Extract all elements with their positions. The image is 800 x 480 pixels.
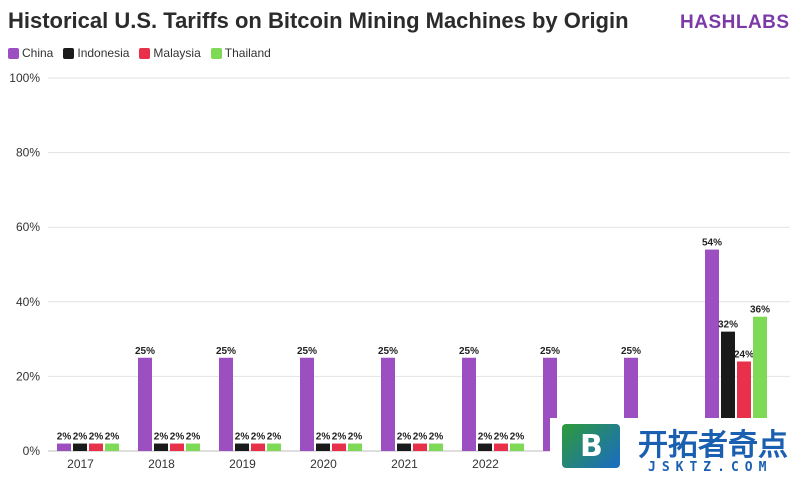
y-tick-label: 40% — [16, 295, 40, 309]
data-label: 2% — [494, 432, 509, 443]
bar-malaysia — [89, 443, 103, 451]
bar-china — [138, 357, 152, 451]
watermark-text: 开拓者奇点 — [638, 428, 788, 463]
y-tick-label: 0% — [23, 444, 41, 458]
bar-thailand — [348, 443, 362, 451]
bar-indonesia — [235, 443, 249, 451]
legend-item-china[interactable]: China — [8, 46, 53, 60]
bar-indonesia — [397, 443, 411, 451]
legend-swatch-malaysia — [139, 47, 151, 59]
bar-china — [300, 357, 314, 451]
watermark-subtext: JSKTZ.COM — [648, 460, 773, 475]
data-label: 2% — [73, 432, 88, 443]
x-tick-label: 2017 — [67, 457, 94, 471]
y-tick-label: 20% — [16, 369, 40, 383]
data-label: 2% — [57, 432, 72, 443]
data-label: 24% — [734, 349, 754, 360]
data-label: 2% — [105, 432, 120, 443]
bar-malaysia — [413, 443, 427, 451]
data-label: 25% — [540, 346, 560, 357]
bar-thailand — [753, 316, 767, 451]
legend-swatch-china — [8, 47, 19, 59]
watermark-logo-icon: B — [562, 424, 620, 468]
data-label: 2% — [429, 432, 444, 443]
data-label: 2% — [170, 432, 185, 443]
data-label: 2% — [397, 432, 412, 443]
bar-indonesia — [316, 443, 330, 451]
data-label: 2% — [251, 432, 266, 443]
chart-title: Historical U.S. Tariffs on Bitcoin Minin… — [8, 8, 629, 33]
data-label: 2% — [186, 432, 201, 443]
data-label: 2% — [154, 432, 169, 443]
bar-china — [219, 357, 233, 451]
data-label: 2% — [235, 432, 250, 443]
x-tick-label: 2020 — [310, 457, 337, 471]
bar-thailand — [186, 443, 200, 451]
data-label: 2% — [89, 432, 104, 443]
bar-thailand — [510, 443, 524, 451]
bar-indonesia — [478, 443, 492, 451]
x-tick-label: 2019 — [229, 457, 256, 471]
legend-swatch-indonesia — [63, 47, 75, 59]
bar-thailand — [429, 443, 443, 451]
x-tick-label: 2018 — [148, 457, 175, 471]
data-label: 25% — [135, 346, 155, 357]
bar-malaysia — [170, 443, 184, 451]
legend-item-indonesia[interactable]: Indonesia — [63, 46, 129, 60]
bar-malaysia — [251, 443, 265, 451]
bar-china — [705, 249, 719, 451]
brand-logo: HASHLABS — [680, 12, 790, 33]
x-tick-label: 2022 — [472, 457, 499, 471]
legend-label-indonesia: Indonesia — [77, 46, 130, 60]
bar-china — [462, 357, 476, 451]
data-label: 25% — [297, 346, 317, 357]
data-label: 2% — [316, 432, 331, 443]
legend-item-malaysia[interactable]: Malaysia — [139, 46, 201, 60]
data-label: 2% — [478, 432, 493, 443]
y-tick-label: 60% — [16, 220, 40, 234]
data-label: 2% — [413, 432, 428, 443]
bar-malaysia — [332, 443, 346, 451]
legend-label-malaysia: Malaysia — [153, 46, 201, 60]
y-tick-label: 100% — [9, 71, 40, 85]
data-label: 25% — [378, 346, 398, 357]
bar-indonesia — [73, 443, 87, 451]
data-label: 36% — [750, 305, 770, 316]
bar-malaysia — [494, 443, 508, 451]
data-label: 25% — [621, 346, 641, 357]
legend-label-thailand: Thailand — [224, 46, 271, 60]
data-label: 2% — [332, 432, 347, 443]
legend-item-thailand[interactable]: Thailand — [210, 46, 271, 60]
x-tick-label: 2021 — [391, 457, 418, 471]
data-label: 25% — [216, 346, 236, 357]
watermark: B 开拓者奇点 JSKTZ.COM — [550, 418, 800, 480]
chart-legend: China Indonesia Malaysia Thailand — [8, 46, 271, 60]
data-label: 2% — [348, 432, 363, 443]
bar-thailand — [267, 443, 281, 451]
data-label: 54% — [702, 238, 722, 249]
bar-indonesia — [154, 443, 168, 451]
legend-label-china: China — [22, 46, 54, 60]
legend-swatch-thailand — [210, 47, 222, 59]
bar-thailand — [105, 443, 119, 451]
bar-china — [57, 443, 71, 451]
bar-china — [381, 357, 395, 451]
watermark-logo-letter: B — [580, 429, 603, 464]
data-label: 25% — [459, 346, 479, 357]
data-label: 2% — [267, 432, 282, 443]
y-tick-label: 80% — [16, 146, 40, 160]
data-label: 32% — [718, 320, 738, 331]
data-label: 2% — [510, 432, 525, 443]
